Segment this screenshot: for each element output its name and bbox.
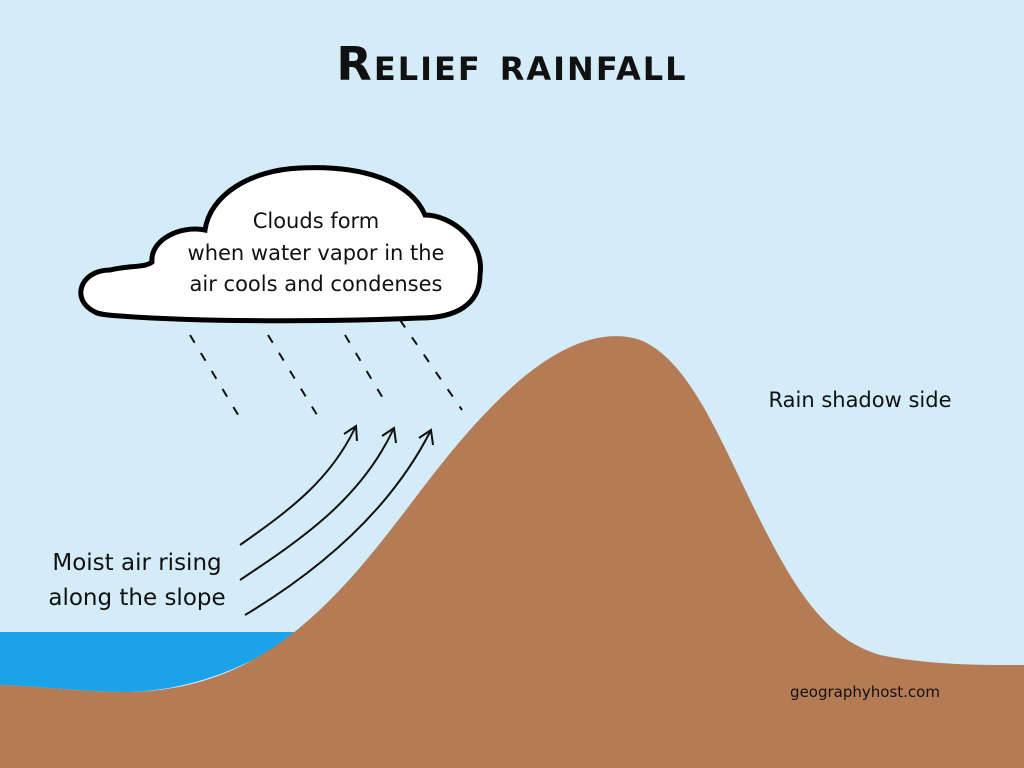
title: Relief rainfall <box>336 37 687 91</box>
moist-air-label: Moist air rising <box>52 550 221 576</box>
cloud-line: air cools and condenses <box>190 272 443 296</box>
water-body <box>0 632 300 692</box>
cloud-line: Clouds form <box>253 209 380 233</box>
rain-shadow-label: Rain shadow side <box>769 388 952 412</box>
mountain <box>0 336 1024 768</box>
moist-air-label: along the slope <box>48 585 225 611</box>
rain <box>189 319 463 424</box>
air-arrows <box>239 424 434 616</box>
credit: geographyhost.com <box>790 683 940 701</box>
cloud-text: Clouds form when water vapor in the air … <box>188 209 445 296</box>
cloud <box>78 165 483 324</box>
cloud-line: when water vapor in the <box>188 241 445 265</box>
